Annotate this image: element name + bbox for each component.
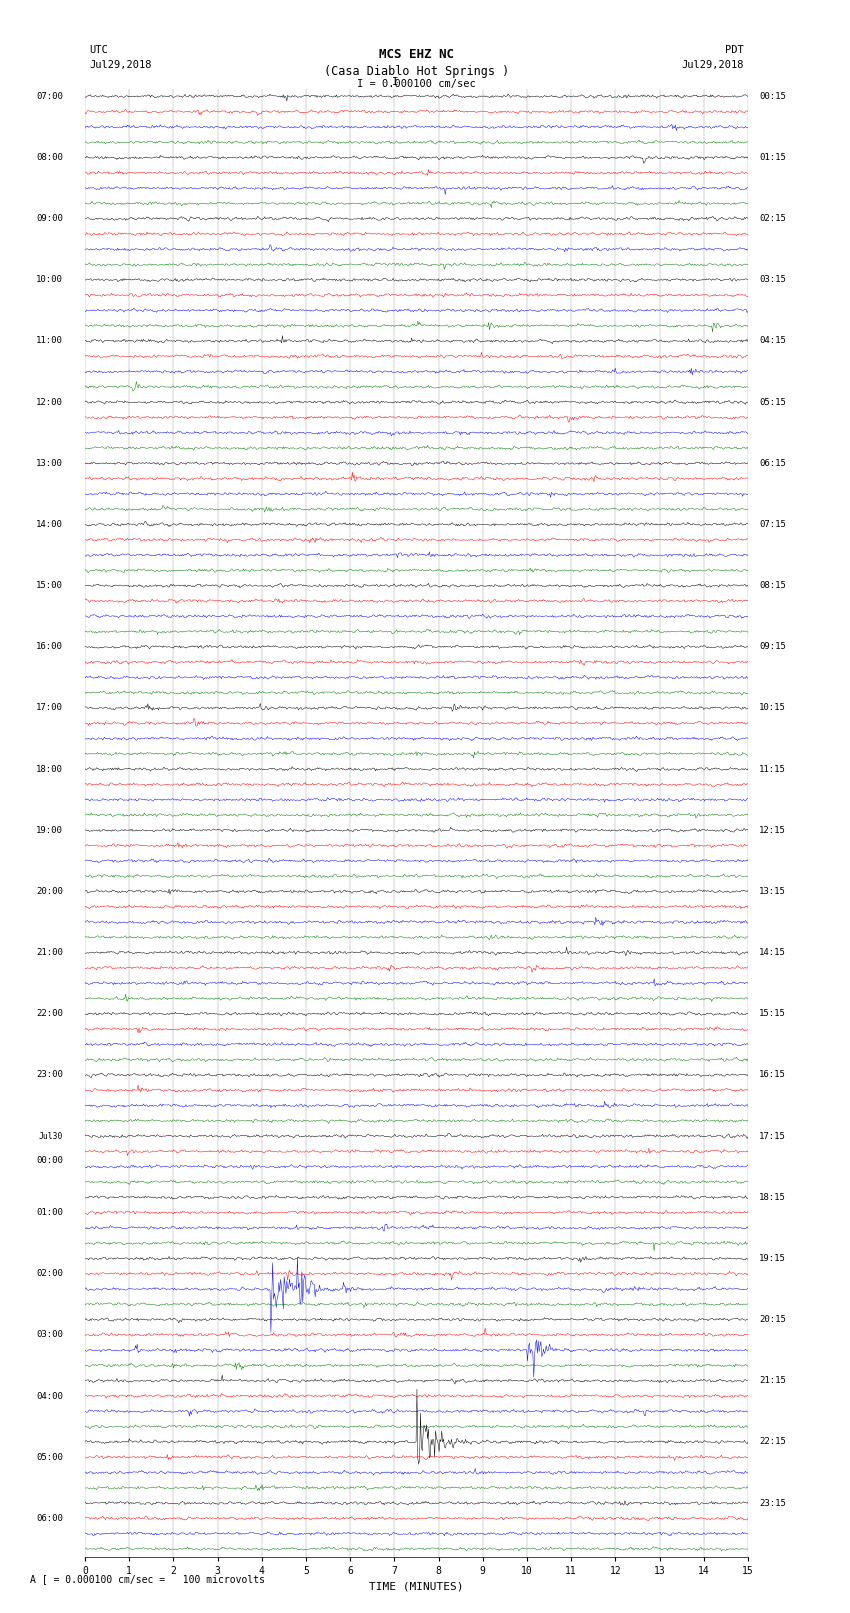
Text: 16:00: 16:00 (36, 642, 63, 652)
Text: I: I (392, 77, 399, 87)
Text: 11:00: 11:00 (36, 337, 63, 345)
Text: 11:15: 11:15 (759, 765, 786, 774)
Text: Jul30: Jul30 (38, 1132, 63, 1140)
Text: 00:00: 00:00 (36, 1157, 63, 1165)
Text: 22:15: 22:15 (759, 1437, 786, 1447)
Text: A [ = 0.000100 cm/sec =   100 microvolts: A [ = 0.000100 cm/sec = 100 microvolts (30, 1574, 264, 1584)
Text: 07:00: 07:00 (36, 92, 63, 102)
Text: 19:00: 19:00 (36, 826, 63, 836)
Text: PDT: PDT (725, 45, 744, 55)
Text: 02:00: 02:00 (36, 1269, 63, 1277)
Text: 06:15: 06:15 (759, 458, 786, 468)
Text: Jul29,2018: Jul29,2018 (681, 60, 744, 69)
Text: 06:00: 06:00 (36, 1515, 63, 1523)
Text: 05:00: 05:00 (36, 1453, 63, 1461)
Text: UTC: UTC (89, 45, 108, 55)
Text: 20:00: 20:00 (36, 887, 63, 895)
Text: 18:15: 18:15 (759, 1192, 786, 1202)
Text: 17:15: 17:15 (759, 1132, 786, 1140)
Text: 12:15: 12:15 (759, 826, 786, 836)
Text: I = 0.000100 cm/sec: I = 0.000100 cm/sec (357, 79, 476, 89)
Text: 15:15: 15:15 (759, 1010, 786, 1018)
Text: 01:15: 01:15 (759, 153, 786, 161)
Text: 14:00: 14:00 (36, 519, 63, 529)
Text: 13:15: 13:15 (759, 887, 786, 895)
Text: 16:15: 16:15 (759, 1071, 786, 1079)
Text: 07:15: 07:15 (759, 519, 786, 529)
Text: 21:00: 21:00 (36, 948, 63, 957)
Text: 14:15: 14:15 (759, 948, 786, 957)
Text: 05:15: 05:15 (759, 398, 786, 406)
Text: 17:00: 17:00 (36, 703, 63, 713)
Text: 23:00: 23:00 (36, 1071, 63, 1079)
Text: 00:15: 00:15 (759, 92, 786, 102)
Text: 19:15: 19:15 (759, 1253, 786, 1263)
Text: 04:15: 04:15 (759, 337, 786, 345)
Text: 02:15: 02:15 (759, 215, 786, 223)
Text: 01:00: 01:00 (36, 1208, 63, 1218)
Text: 15:00: 15:00 (36, 581, 63, 590)
Text: 12:00: 12:00 (36, 398, 63, 406)
Text: 09:15: 09:15 (759, 642, 786, 652)
Text: 21:15: 21:15 (759, 1376, 786, 1386)
Text: 04:00: 04:00 (36, 1392, 63, 1400)
Text: 10:00: 10:00 (36, 276, 63, 284)
Text: 03:00: 03:00 (36, 1331, 63, 1339)
Text: 08:00: 08:00 (36, 153, 63, 161)
Text: 22:00: 22:00 (36, 1010, 63, 1018)
Text: 09:00: 09:00 (36, 215, 63, 223)
Text: 20:15: 20:15 (759, 1315, 786, 1324)
Text: Jul29,2018: Jul29,2018 (89, 60, 152, 69)
Text: 23:15: 23:15 (759, 1498, 786, 1508)
X-axis label: TIME (MINUTES): TIME (MINUTES) (369, 1581, 464, 1590)
Text: (Casa Diablo Hot Springs ): (Casa Diablo Hot Springs ) (324, 65, 509, 77)
Text: MCS EHZ NC: MCS EHZ NC (379, 48, 454, 61)
Text: 18:00: 18:00 (36, 765, 63, 774)
Text: 10:15: 10:15 (759, 703, 786, 713)
Text: 08:15: 08:15 (759, 581, 786, 590)
Text: 13:00: 13:00 (36, 458, 63, 468)
Text: 03:15: 03:15 (759, 276, 786, 284)
